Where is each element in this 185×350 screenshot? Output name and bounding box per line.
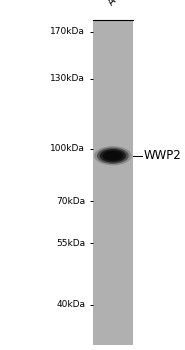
Text: 170kDa: 170kDa	[50, 27, 85, 36]
Text: 70kDa: 70kDa	[56, 197, 85, 206]
Ellipse shape	[97, 148, 129, 164]
Text: 55kDa: 55kDa	[56, 239, 85, 248]
Text: 40kDa: 40kDa	[56, 300, 85, 309]
Ellipse shape	[94, 146, 132, 166]
Bar	[92, 21, 133, 345]
Text: 130kDa: 130kDa	[50, 74, 85, 83]
Text: WWP2: WWP2	[143, 149, 181, 162]
Ellipse shape	[105, 152, 120, 160]
Text: 100kDa: 100kDa	[50, 144, 85, 153]
Ellipse shape	[100, 149, 126, 162]
Text: A-549: A-549	[107, 0, 134, 8]
Ellipse shape	[102, 150, 123, 161]
